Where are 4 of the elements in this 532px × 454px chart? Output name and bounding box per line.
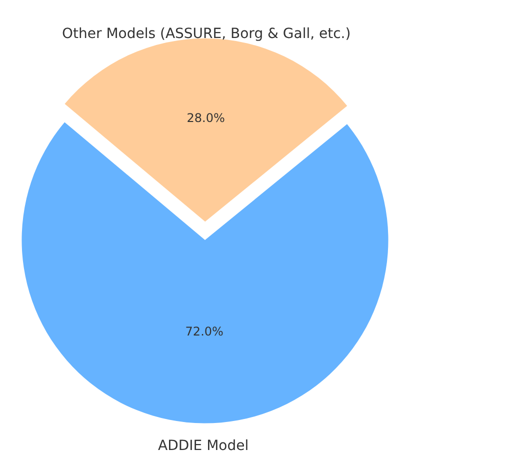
slice-label: ADDIE Model (158, 438, 249, 454)
data-label: 72.0% (185, 324, 224, 339)
slice-label: Other Models (ASSURE, Borg & Gall, etc.) (62, 26, 351, 42)
data-label: 28.0% (186, 111, 225, 126)
